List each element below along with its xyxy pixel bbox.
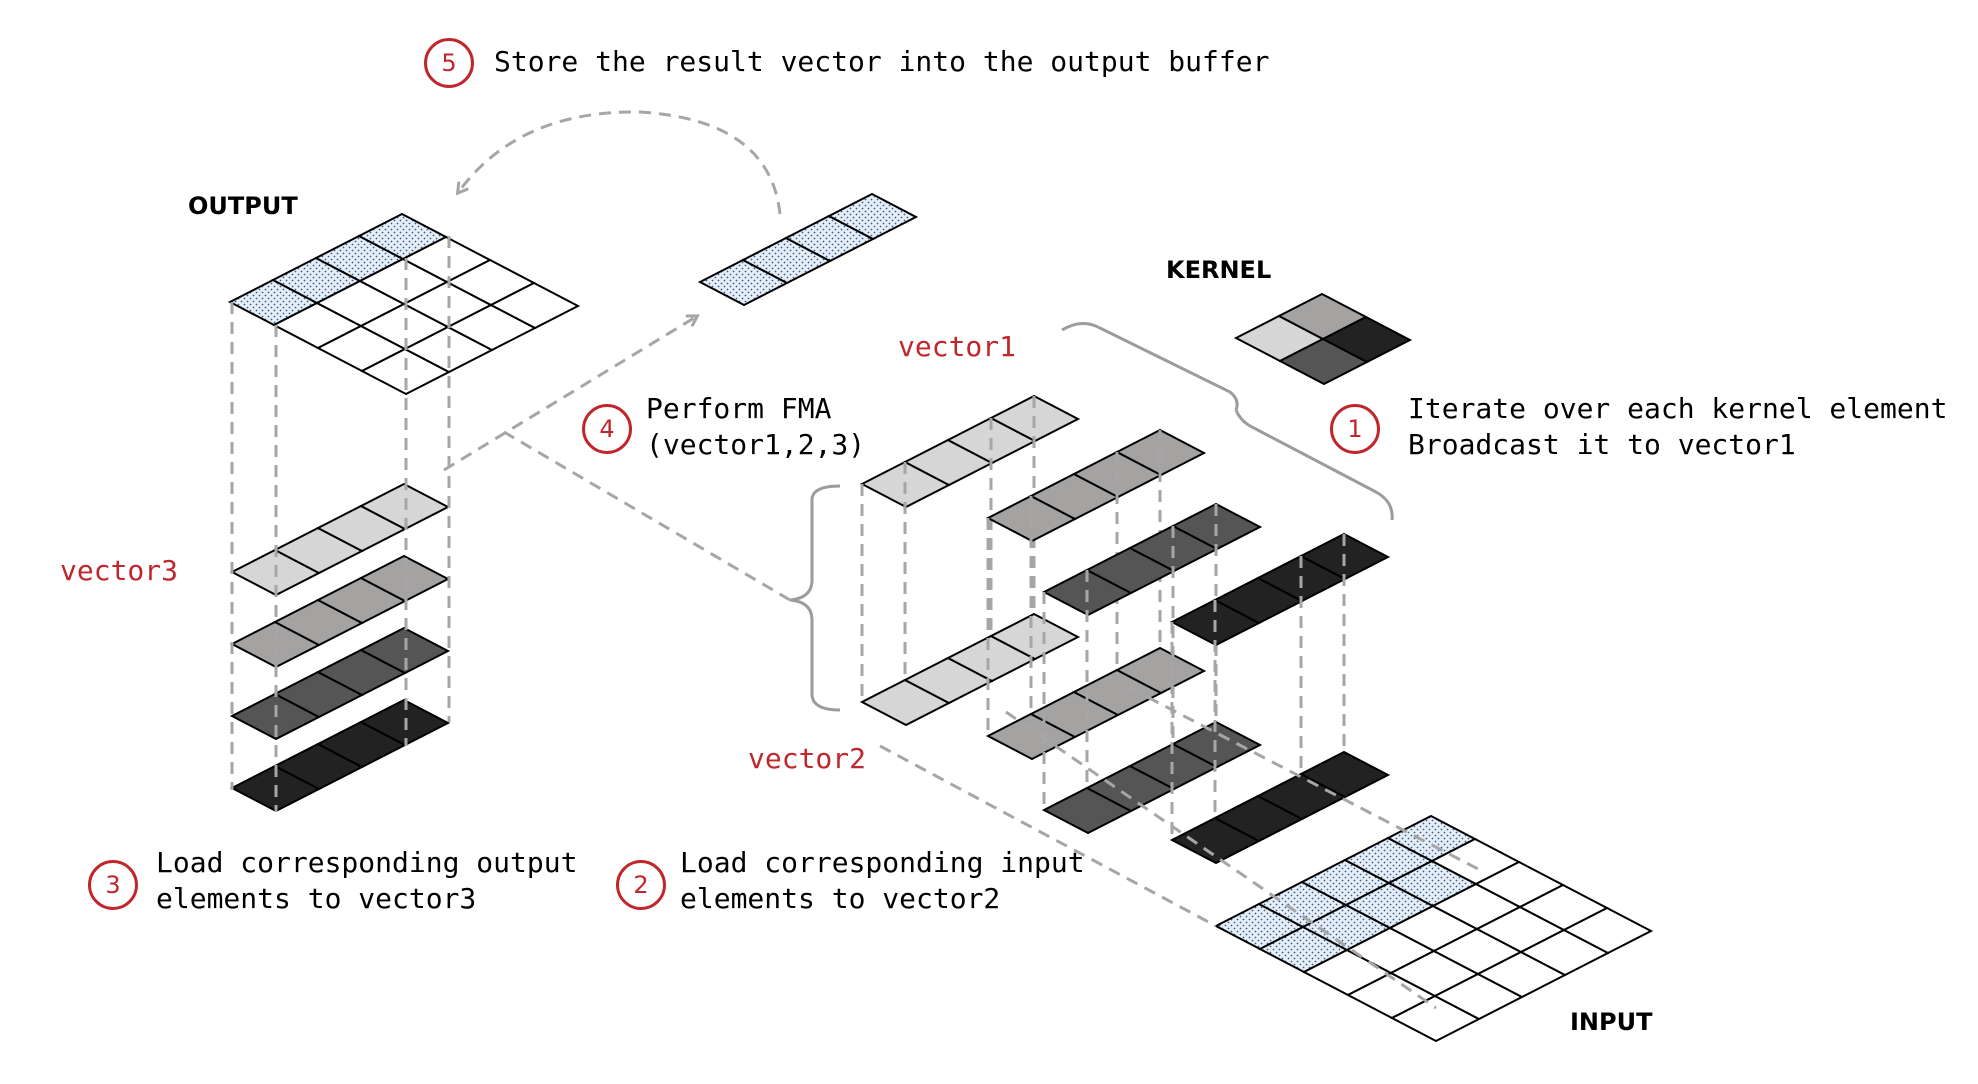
kernel-label: KERNEL: [1166, 256, 1272, 284]
fma-line: [503, 430, 791, 602]
vector3-label: vector3: [60, 554, 179, 587]
fma-arrow: [443, 318, 694, 472]
step2-badge: 2: [616, 860, 666, 910]
step1-text-line1: Iterate over each kernel element: [1408, 392, 1948, 425]
result-vector-cell: [826, 192, 919, 241]
step4-text-line2: (vector1,2,3): [646, 428, 866, 461]
step3-badge: 3: [88, 860, 138, 910]
vector1-label: vector1: [898, 330, 1017, 363]
projection-line: [1005, 710, 1437, 1010]
output-label: OUTPUT: [188, 192, 298, 220]
vector2-cell: [988, 612, 1081, 661]
vector3-cell: [358, 626, 451, 675]
store-arrow: [460, 110, 782, 215]
step1-badge: 1: [1330, 404, 1380, 454]
vector-pair-brace: [789, 484, 841, 712]
projection-line: [879, 744, 1217, 928]
step3-text-line2: elements to vector3: [156, 882, 477, 915]
vector2-cell: [1298, 750, 1391, 799]
vector2-cell: [1114, 646, 1207, 695]
vector2-label: vector2: [748, 742, 867, 775]
step4-badge: 4: [582, 404, 632, 454]
step2-text-line1: Load corresponding input: [680, 846, 1085, 879]
step5-text-line1: Store the result vector into the output …: [494, 45, 1270, 78]
input-label: INPUT: [1570, 1008, 1653, 1036]
step2-text-line2: elements to vector2: [680, 882, 1001, 915]
vector1-brace: [1061, 322, 1394, 521]
step5-badge: 5: [424, 38, 474, 88]
step3-text-line1: Load corresponding output: [156, 846, 578, 879]
projection-line: [1129, 686, 1481, 872]
step1-text-line2: Broadcast it to vector1: [1408, 428, 1796, 461]
input-grid-cell: [1561, 906, 1654, 955]
step4-text-line1: Perform FMA: [646, 392, 832, 425]
output-grid-cell: [488, 281, 581, 330]
kernel-cell: [1320, 315, 1413, 364]
